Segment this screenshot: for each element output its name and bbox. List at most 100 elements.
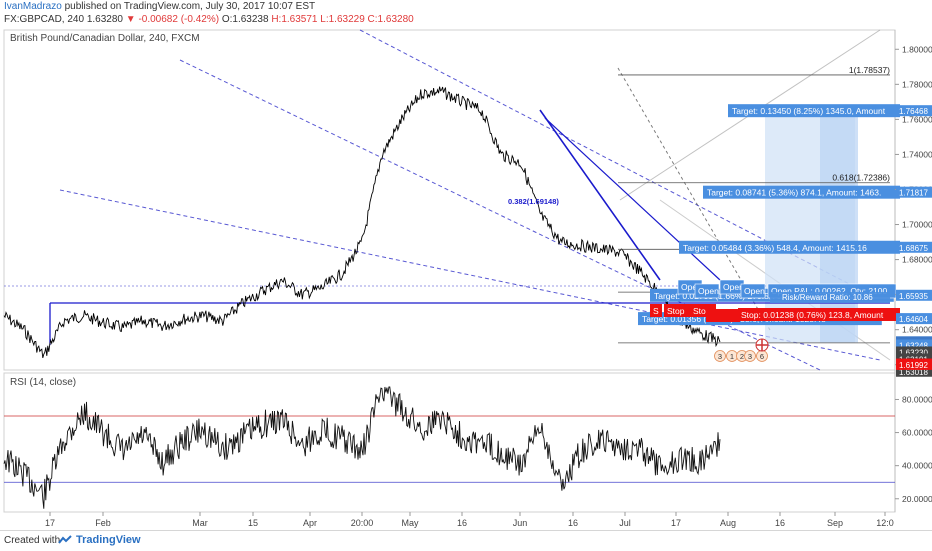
stop-box[interactable] xyxy=(650,304,662,317)
x-tick-label: May xyxy=(401,518,419,528)
price-series-line[interactable] xyxy=(3,86,721,359)
price-axis-label: 1.64604 xyxy=(899,315,928,324)
open-label: Open xyxy=(744,286,765,296)
x-tick-label: Apr xyxy=(303,518,317,528)
x-tick-label: Sep xyxy=(827,518,843,528)
x-tick-label: 16 xyxy=(457,518,467,528)
price-axis-label-bg xyxy=(896,339,932,351)
price-axis-label-bg xyxy=(896,289,932,301)
y-tick-label: 1.68000 xyxy=(902,255,932,265)
price-axis-label-bg xyxy=(896,358,932,370)
target-zone-inner xyxy=(820,105,858,343)
event-badge-label: 3 xyxy=(748,352,752,361)
tradingview-logo-icon xyxy=(58,535,72,544)
open-box[interactable] xyxy=(694,283,720,299)
stop-box[interactable] xyxy=(664,304,690,317)
axes: 1.800001.780001.760001.740001.720001.700… xyxy=(45,44,932,528)
close-value: C:1.63280 xyxy=(367,14,414,25)
author-link[interactable]: IvanMadrazo xyxy=(4,1,62,12)
price-axis-label: 1.65935 xyxy=(899,292,928,301)
event-badge-label: 3 xyxy=(718,352,722,361)
price-axis-label-bg xyxy=(896,186,932,198)
price-axis-label: 1.63248 xyxy=(899,341,928,350)
tradingview-brand[interactable]: TradingView xyxy=(76,534,141,546)
x-tick-label: Aug xyxy=(720,518,736,528)
footer: Created with TradingView xyxy=(0,530,932,551)
chart-canvas[interactable]: British Pound/Canadian Dollar, 240, FXCM… xyxy=(0,0,932,530)
high-value: H:1.63571 xyxy=(271,14,318,25)
y-tick-label: 1.78000 xyxy=(902,79,932,89)
target-label: Target: 0.05484 (3.36%) 548.4, Amount: 1… xyxy=(683,243,867,253)
rsi-y-tick-label: 40.0000 xyxy=(902,461,932,471)
rsi-series-line[interactable] xyxy=(3,386,721,509)
price-axis-label-bg xyxy=(896,346,932,358)
open-label: Open xyxy=(698,286,719,296)
x-tick-label: 12:0 xyxy=(876,518,894,528)
rsi-y-tick-label: 80.0000 xyxy=(902,394,932,404)
event-badge[interactable] xyxy=(714,350,726,362)
main-pane[interactable]: British Pound/Canadian Dollar, 240, FXCM… xyxy=(3,29,900,371)
open-label: Open xyxy=(723,282,744,292)
event-badge[interactable] xyxy=(744,350,756,362)
y-tick-label: 1.80000 xyxy=(902,44,932,54)
target-label: Target: 0.08741 (5.36%) 874.1, Amount: 1… xyxy=(707,188,881,198)
chart-title: British Pound/Canadian Dollar, 240, FXCM xyxy=(10,33,200,44)
event-badge-label: 1 xyxy=(730,352,734,361)
y-tick-label: 1.76000 xyxy=(902,114,932,124)
fib-level-label: 0.618(1.72386) xyxy=(832,173,890,183)
target-box[interactable] xyxy=(679,240,900,254)
price-axis-label: 1.76468 xyxy=(899,107,928,116)
x-tick-label: 20:00 xyxy=(351,518,374,528)
x-tick-label: Feb xyxy=(95,518,111,528)
stop-label: Stop xyxy=(667,306,685,316)
y-tick-label: 1.70000 xyxy=(902,220,932,230)
fib-level-label: 1(1.78537) xyxy=(849,65,890,75)
stop-box-mid xyxy=(706,309,740,322)
x-tick-label: 17 xyxy=(45,518,55,528)
risk-reward-label: Risk/Reward Ratio: 10.86 xyxy=(782,293,873,302)
publish-text: published on TradingView.com, July 30, 2… xyxy=(64,1,316,12)
target-label: Target: 0.13450 (8.25%) 1345.0, Amount xyxy=(732,106,886,116)
price-axis-label: 1.71817 xyxy=(899,189,928,198)
stop-box[interactable] xyxy=(738,308,900,321)
open-label: Open P&L: 0.00262, Qty: 2100 xyxy=(771,286,888,296)
chart-header: IvanMadrazo published on TradingView.com… xyxy=(0,0,932,28)
x-tick-label: 16 xyxy=(775,518,785,528)
rsi-y-tick-label: 60.0000 xyxy=(902,428,932,438)
open-value: O:1.63238 xyxy=(221,14,269,25)
ohlc-info: FX:GBPCAD, 240 1.63280 ▼ -0.00682 (-0.42… xyxy=(4,14,414,25)
event-badge-label: 6 xyxy=(760,352,764,361)
rsi-pane[interactable]: RSI (14, close) xyxy=(3,377,895,509)
fib-inline-label: 0.382(1.69148) xyxy=(508,197,559,206)
target-box[interactable] xyxy=(703,185,900,199)
price-axis-label-bg xyxy=(896,105,932,117)
open-label: Open xyxy=(681,282,702,292)
symbol-label: FX:GBPCAD, 240 xyxy=(4,14,85,25)
created-with-label: Created with xyxy=(4,535,61,546)
event-badge-label: 2 xyxy=(740,352,744,361)
publish-info: IvanMadrazo published on TradingView.com… xyxy=(4,1,315,12)
rsi-y-tick-label: 20.0000 xyxy=(902,494,932,504)
target-box[interactable] xyxy=(728,104,900,118)
x-tick-label: Mar xyxy=(192,518,208,528)
x-tick-label: 16 xyxy=(568,518,578,528)
price-axis-label: 1.61992 xyxy=(899,361,928,370)
grid xyxy=(3,29,896,513)
x-tick-label: Jul xyxy=(619,518,631,528)
last-price: 1.63280 xyxy=(86,14,123,25)
rr-box xyxy=(770,292,890,303)
y-tick-label: 1.74000 xyxy=(902,149,932,159)
price-axis-label-bg xyxy=(896,241,932,253)
price-axis-label: 1.68675 xyxy=(899,244,928,253)
stop-label: Stop: 0.01238 (0.76%) 123.8, Amount xyxy=(741,310,884,320)
price-axis-label: 1.63230 xyxy=(899,348,928,357)
rsi-title: RSI (14, close) xyxy=(10,377,76,388)
x-tick-label: 15 xyxy=(248,518,258,528)
y-tick-label: 1.64000 xyxy=(902,325,932,335)
open-box[interactable] xyxy=(740,283,766,299)
downtrend-line[interactable] xyxy=(539,109,661,281)
down-arrow-icon: ▼ xyxy=(125,14,136,25)
change-value: -0.00682 (-0.42%) xyxy=(138,14,220,25)
x-tick-label: 17 xyxy=(671,518,681,528)
stop-label: Stop xyxy=(693,306,711,316)
